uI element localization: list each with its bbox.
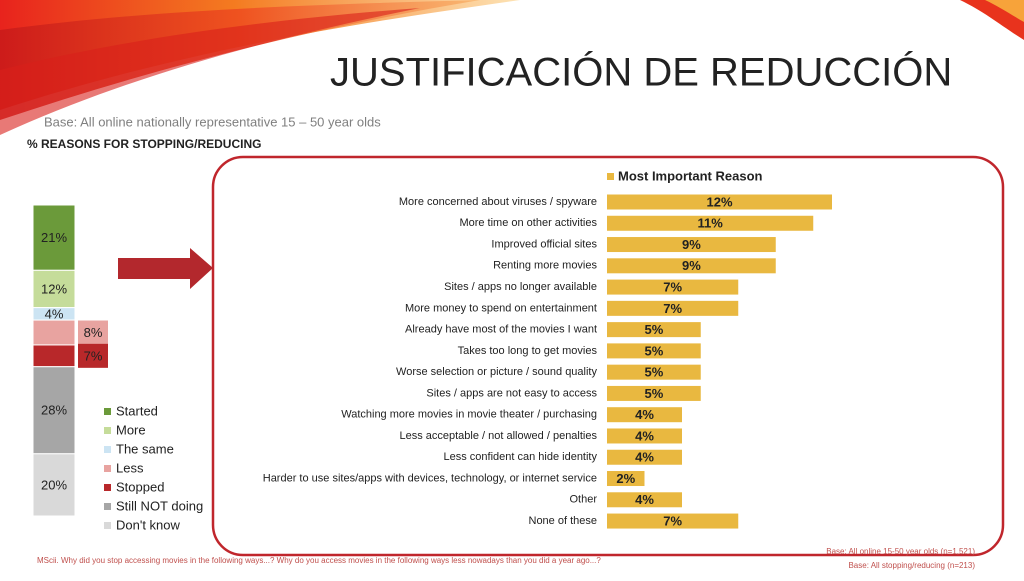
data-label: 4%: [635, 492, 654, 507]
bar: [607, 449, 682, 465]
data-label: 11%: [697, 216, 723, 231]
legend-swatch: [607, 173, 614, 180]
data-label: 2%: [616, 471, 635, 486]
category-label: More money to spend on entertainment: [405, 302, 597, 314]
bar-segment: [32, 344, 76, 368]
bar: [607, 322, 701, 338]
legend-swatch: [104, 503, 111, 510]
data-label: 9%: [682, 258, 701, 273]
legend-label: Still NOT doing: [116, 498, 203, 513]
bar-segment: [32, 453, 76, 517]
footer-base: Base: All stopping/reducing (n=213): [848, 561, 975, 570]
category-label: More time on other activities: [459, 217, 597, 229]
category-label: Already have most of the movies I want: [405, 324, 597, 336]
data-label: 7%: [663, 301, 682, 316]
legend-label: More: [116, 422, 146, 437]
bar-segment: [32, 204, 76, 271]
bar: [607, 471, 645, 487]
data-label: 5%: [644, 386, 663, 401]
bar-segment: [32, 366, 76, 455]
bar: [607, 258, 776, 274]
section-title: % REASONS FOR STOPPING/REDUCING: [27, 137, 261, 151]
data-label: 7%: [663, 513, 682, 528]
category-label: Renting more movies: [493, 260, 597, 272]
category-label: None of these: [529, 515, 598, 527]
bar: [607, 364, 701, 380]
footer-base: Base: All online 15-50 year olds (n=1,52…: [826, 547, 975, 556]
data-label: 21%: [41, 230, 67, 245]
bar: [607, 279, 739, 295]
data-label: 12%: [41, 281, 67, 296]
bar: [607, 513, 739, 529]
legend-swatch: [104, 408, 111, 415]
category-label: Sites / apps no longer available: [444, 281, 597, 293]
legend-label: Stopped: [116, 479, 164, 494]
legend-label: Most Important Reason: [618, 168, 763, 183]
bar-segment: [32, 269, 76, 309]
footer-question: MScii. Why did you stop accessing movies…: [37, 556, 601, 565]
bar: [607, 385, 701, 401]
arrow: [118, 248, 213, 289]
data-label: 7%: [663, 280, 682, 295]
data-label: 12%: [706, 194, 732, 209]
legend-label: The same: [116, 441, 174, 456]
label-box: [78, 343, 108, 368]
bar: [607, 407, 682, 423]
data-label: 9%: [682, 237, 701, 252]
data-label: 4%: [635, 450, 654, 465]
bar: [607, 343, 701, 359]
bar: [607, 428, 682, 444]
data-label: 8%: [84, 325, 103, 340]
base-note: Base: All online nationally representati…: [44, 114, 381, 129]
legend-swatch: [104, 484, 111, 491]
bar: [607, 237, 776, 253]
bar-segment: [32, 319, 76, 346]
bar: [607, 492, 682, 508]
legend-label: Less: [116, 460, 144, 475]
category-label: Other: [569, 494, 597, 506]
label-box: [78, 320, 108, 345]
category-label: Worse selection or picture / sound quali…: [396, 366, 597, 378]
data-label: 7%: [84, 348, 103, 363]
category-label: Takes too long to get movies: [458, 345, 598, 357]
header-swoosh: [0, 0, 1024, 135]
category-label: Less confident can hide identity: [444, 451, 598, 463]
data-label: 28%: [41, 403, 67, 418]
legend-swatch: [104, 465, 111, 472]
bar: [607, 300, 739, 316]
category-label: Less acceptable / not allowed / penaltie…: [399, 430, 597, 442]
legend-label: Don't know: [116, 517, 181, 532]
data-label: 5%: [644, 343, 663, 358]
legend-swatch: [104, 427, 111, 434]
legend-swatch: [104, 446, 111, 453]
data-label: 5%: [644, 365, 663, 380]
data-label: 4%: [635, 428, 654, 443]
category-label: Harder to use sites/apps with devices, t…: [263, 472, 597, 484]
slide-title: JUSTIFICACIÓN DE REDUCCIÓN: [330, 50, 952, 95]
data-label: 20%: [41, 477, 67, 492]
category-label: More concerned about viruses / spyware: [399, 196, 597, 208]
data-label: 4%: [635, 407, 654, 422]
bar: [607, 215, 814, 231]
data-label: 5%: [644, 322, 663, 337]
data-label: 4%: [45, 306, 64, 321]
bar: [607, 194, 832, 210]
category-label: Watching more movies in movie theater / …: [341, 409, 597, 421]
category-label: Sites / apps are not easy to access: [426, 387, 597, 399]
legend-swatch: [104, 522, 111, 529]
highlight-box: [211, 155, 1005, 557]
category-label: Improved official sites: [491, 238, 597, 250]
legend-label: Started: [116, 403, 158, 418]
